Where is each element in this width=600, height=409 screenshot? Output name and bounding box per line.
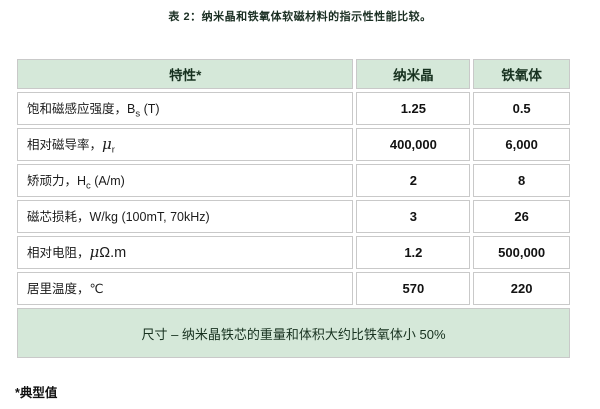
ferrite-value: 220 (473, 272, 570, 305)
nanocrystalline-value: 2 (356, 164, 471, 197)
property-label: 相对磁导率，μr (17, 128, 354, 161)
ferrite-value: 8 (473, 164, 570, 197)
table-row-relative-resistivity: 相对电阻，μΩ.m 1.2 500,000 (17, 236, 570, 269)
label-unit: Ω.m (99, 244, 127, 261)
property-label: 矫顽力，Hc (A/m) (17, 164, 354, 197)
label-tail: (A/m) (90, 173, 125, 188)
ferrite-value: 0.5 (473, 92, 570, 125)
ferrite-value: 26 (473, 200, 570, 233)
table-row-curie-temperature: 居里温度，℃ 570 220 (17, 272, 570, 305)
table-caption: 表 2：纳米晶和铁氧体软磁材料的指示性性能比较。 (168, 11, 432, 23)
header-row: 特性* 纳米晶 铁氧体 (17, 59, 570, 89)
label-symbol: μ (89, 242, 100, 261)
size-note: 尺寸 – 纳米晶铁芯的重量和体积大约比铁氧体小 50% (17, 308, 570, 358)
label-subscript: c (86, 180, 91, 192)
property-label: 相对电阻，μΩ.m (17, 236, 354, 269)
table-row-coercivity: 矫顽力，Hc (A/m) 2 8 (17, 164, 570, 197)
table-row-relative-permeability: 相对磁导率，μr 400,000 6,000 (17, 128, 570, 161)
size-note-row: 尺寸 – 纳米晶铁芯的重量和体积大约比铁氧体小 50% (17, 308, 570, 358)
label-text: 磁芯损耗，W/kg (100mT, 70kHz) (27, 209, 210, 224)
label-text: 居里温度，℃ (27, 281, 104, 296)
header-cell-nanocrystalline: 纳米晶 (356, 59, 471, 89)
label-subscript: r (111, 144, 115, 156)
nanocrystalline-value: 3 (356, 200, 471, 233)
nanocrystalline-value: 1.2 (356, 236, 471, 269)
nanocrystalline-value: 1.25 (356, 92, 471, 125)
comparison-table: 特性* 纳米晶 铁氧体 饱和磁感应强度，Bs (T) 1.25 0.5 相对磁导… (14, 56, 573, 361)
label-text: 相对磁导率， (27, 137, 103, 152)
table-row-core-loss: 磁芯损耗，W/kg (100mT, 70kHz) 3 26 (17, 200, 570, 233)
header-cell-property: 特性* (17, 59, 354, 89)
ferrite-value: 500,000 (473, 236, 570, 269)
ferrite-value: 6,000 (473, 128, 570, 161)
property-label: 磁芯损耗，W/kg (100mT, 70kHz) (17, 200, 354, 233)
label-text: 相对电阻， (27, 245, 90, 260)
nanocrystalline-value: 570 (356, 272, 471, 305)
property-label: 居里温度，℃ (17, 272, 354, 305)
table-row-saturation-flux: 饱和磁感应强度，Bs (T) 1.25 0.5 (17, 92, 570, 125)
label-symbol: μ (102, 134, 112, 153)
typical-values-footnote: *典型值 (15, 386, 58, 400)
label-text: 饱和磁感应强度，B (27, 101, 136, 116)
property-label: 饱和磁感应强度，Bs (T) (17, 92, 354, 125)
label-subscript: s (135, 108, 141, 120)
header-cell-ferrite: 铁氧体 (473, 59, 570, 89)
nanocrystalline-value: 400,000 (356, 128, 471, 161)
label-tail: (T) (140, 101, 160, 116)
label-text: 矫顽力，H (27, 173, 87, 188)
